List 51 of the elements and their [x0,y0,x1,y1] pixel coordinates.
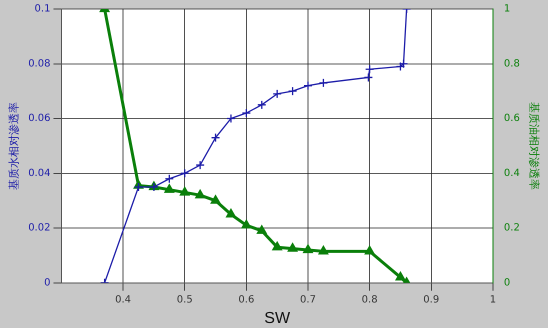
point [241,220,252,228]
point [134,182,144,192]
y-tick-label: 0.1 [34,4,50,15]
point [318,78,328,88]
y2-tick-label: 0.2 [504,222,520,234]
point [395,272,406,280]
point [396,62,406,72]
x-tick-label: 0.9 [423,294,440,306]
x-tick-label: 0.6 [238,294,254,306]
point [210,195,221,204]
point [364,246,375,254]
point [318,246,328,254]
point [364,72,374,82]
y2-axis-title: 基质油相对渗透率 [528,102,541,190]
y2-tick-label: 0 [504,277,510,288]
point [303,244,313,254]
y2-tick-label: 1 [504,4,510,15]
x-tick-label: 0.5 [176,294,193,306]
point [226,114,236,124]
point [210,133,220,142]
point [288,242,298,252]
y-tick-label: 0.02 [28,222,50,234]
point [164,184,174,193]
y-tick-label: 0 [44,277,50,288]
y-tick-label: 0.08 [28,58,50,70]
x-tick-label: 0.4 [115,294,132,306]
y2-tick-label: 0.4 [504,168,520,179]
point [164,174,174,184]
x-tick-label: 0.7 [300,294,316,306]
y-tick-label: 0.04 [28,168,50,179]
y-axis-title: 基质水相对渗透率 [7,102,20,190]
y2-tick-label: 0.6 [504,113,520,124]
point [272,89,282,99]
point [272,242,282,250]
point [398,59,408,68]
point [364,64,374,74]
y-tick-label: 0.06 [28,113,50,124]
point [195,160,205,170]
point [257,100,266,110]
y2-tick-label: 0.8 [504,58,520,70]
point [303,81,313,90]
point [288,86,298,96]
point [226,208,236,218]
point [195,190,206,198]
x-axis-title: SW [264,310,291,327]
x-tick-label: 0.8 [362,294,378,306]
point [256,225,267,234]
point [180,186,190,196]
point [242,108,252,118]
x-tick-label: 1 [490,294,496,306]
point [180,168,190,178]
